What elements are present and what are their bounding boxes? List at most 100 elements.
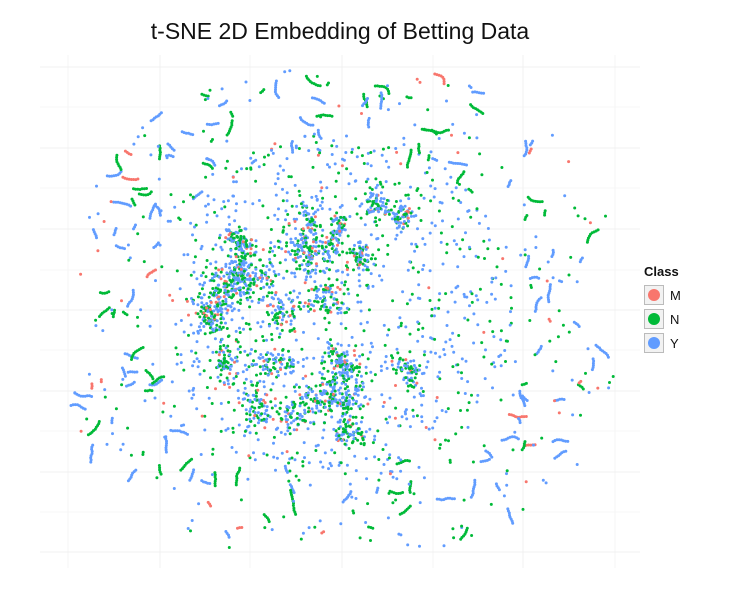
- data-point: [400, 415, 404, 419]
- data-point: [229, 248, 233, 252]
- data-point: [289, 252, 292, 256]
- data-point: [293, 253, 297, 257]
- data-point: [335, 278, 339, 282]
- data-point: [206, 194, 210, 198]
- data-point: [401, 358, 405, 362]
- data-point: [337, 358, 341, 362]
- data-point: [242, 271, 246, 275]
- data-point: [466, 425, 470, 429]
- data-point: [226, 304, 230, 308]
- data-point: [373, 438, 376, 442]
- data-point: [369, 151, 373, 154]
- data-point: [277, 207, 280, 211]
- data-point: [344, 422, 348, 426]
- data-point: [219, 429, 223, 433]
- data-point: [504, 269, 508, 273]
- data-point: [292, 400, 296, 404]
- data-point: [261, 368, 265, 372]
- data-point: [293, 389, 297, 393]
- data-point: [366, 151, 370, 155]
- data-point: [277, 245, 281, 249]
- data-point: [227, 535, 231, 539]
- data-point: [195, 340, 199, 344]
- data-point: [429, 184, 433, 188]
- data-point: [314, 232, 318, 235]
- data-point: [417, 368, 421, 372]
- data-point: [212, 198, 216, 202]
- data-point: [289, 370, 293, 374]
- data-point: [482, 91, 486, 95]
- data-point: [366, 253, 370, 257]
- data-point: [546, 296, 550, 299]
- data-point: [337, 224, 341, 228]
- data-point: [115, 158, 119, 162]
- data-point: [324, 113, 327, 117]
- data-point: [227, 546, 231, 549]
- data-point: [273, 404, 277, 408]
- data-point: [131, 370, 134, 374]
- data-point: [486, 247, 490, 251]
- data-point: [335, 438, 339, 441]
- data-point: [330, 292, 334, 296]
- data-point: [312, 322, 316, 326]
- data-point: [369, 233, 373, 237]
- data-point: [301, 460, 305, 464]
- data-point: [85, 394, 89, 398]
- data-point: [444, 438, 447, 442]
- data-point: [230, 446, 234, 449]
- data-point: [189, 193, 192, 197]
- data-point: [79, 429, 83, 433]
- data-point: [444, 128, 448, 132]
- data-point: [238, 302, 242, 305]
- data-point: [421, 268, 425, 271]
- data-point: [465, 408, 469, 412]
- data-point: [305, 384, 309, 388]
- data-point: [229, 280, 233, 284]
- data-point: [227, 334, 231, 338]
- data-point: [249, 166, 253, 170]
- data-point: [378, 84, 382, 88]
- data-point: [254, 179, 258, 183]
- data-point: [339, 386, 342, 390]
- data-point: [310, 246, 314, 250]
- data-point: [297, 385, 301, 389]
- data-point: [324, 412, 328, 416]
- data-point: [303, 408, 307, 412]
- data-point: [244, 408, 248, 412]
- data-point: [323, 405, 327, 409]
- data-point: [407, 207, 411, 211]
- data-point: [129, 178, 133, 181]
- data-point: [513, 430, 517, 434]
- data-point: [233, 268, 237, 272]
- data-point: [359, 300, 363, 304]
- data-point: [483, 257, 486, 260]
- data-point: [307, 248, 311, 252]
- data-point: [253, 274, 257, 278]
- data-point: [379, 197, 383, 200]
- data-point: [356, 388, 360, 392]
- grid-lines: [40, 55, 640, 568]
- data-point: [314, 444, 318, 448]
- data-point: [171, 299, 175, 302]
- data-point: [329, 295, 333, 299]
- data-point: [312, 288, 316, 292]
- data-point: [199, 274, 203, 278]
- data-point: [223, 353, 226, 357]
- data-point: [276, 217, 280, 221]
- data-point: [232, 180, 236, 184]
- data-point: [174, 346, 178, 350]
- data-point: [391, 501, 395, 505]
- data-point: [421, 335, 425, 338]
- data-point: [191, 300, 195, 303]
- data-point: [331, 347, 335, 351]
- data-point: [336, 285, 340, 289]
- data-point: [373, 84, 377, 88]
- data-point: [314, 245, 318, 249]
- data-point: [354, 469, 358, 473]
- data-point: [174, 322, 178, 326]
- data-point: [362, 162, 366, 165]
- data-point: [338, 229, 342, 233]
- data-point: [353, 454, 357, 458]
- data-point: [470, 534, 474, 537]
- data-point: [287, 222, 291, 225]
